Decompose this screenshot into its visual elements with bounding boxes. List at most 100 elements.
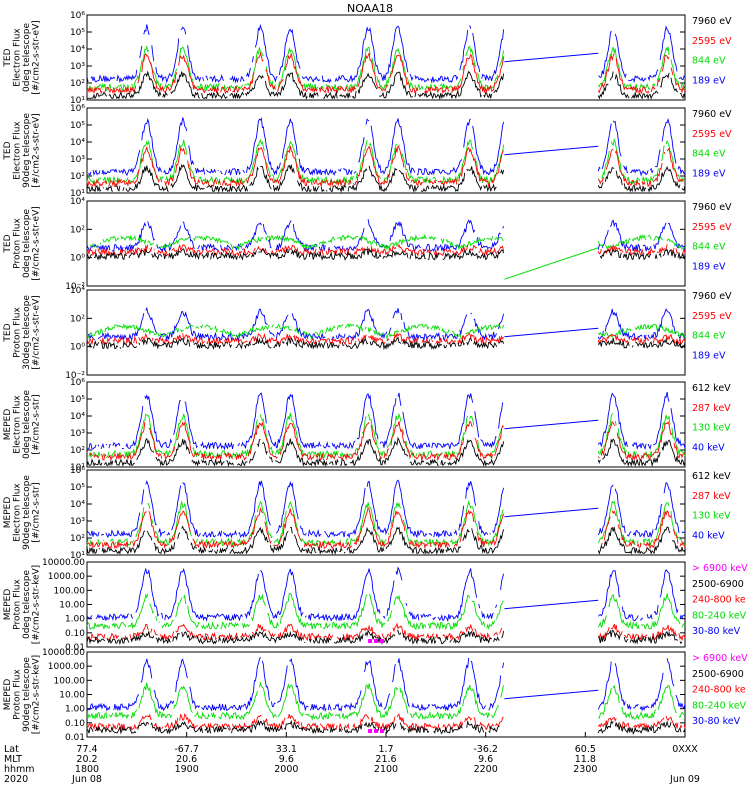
series-line-green — [86, 45, 686, 93]
y-tick-label: 10⁰ — [70, 254, 85, 264]
y-tick-label: 10⁶ — [70, 11, 85, 21]
series-green — [86, 681, 686, 721]
y-axis-label-line: Proton Flux — [13, 307, 23, 358]
y-axis-label: MEPEDProton Flux0deg telescope[#/cm2-s-s… — [3, 565, 42, 644]
series-line-red — [89, 421, 686, 462]
y-tick-label: 10¹ — [70, 96, 85, 106]
x-tick-label: 33.1 — [276, 744, 297, 755]
panel-6: 10¹ 10² 10³ 10⁴ 10⁵ 10⁶ MEPEDElectron Flux90de… — [3, 466, 731, 561]
y-tick-label: 10⁰ — [70, 343, 85, 353]
series-red — [86, 243, 686, 257]
series-blue — [86, 656, 686, 713]
x-tick-label: -67.7 — [174, 744, 199, 755]
series-line-red — [86, 506, 686, 550]
x-tick-label: 11.8 — [575, 754, 596, 765]
series-line-black — [86, 247, 686, 261]
y-axis-label-line: [#/cm2-s-str-keV] — [32, 655, 42, 734]
panel-3: 10⁻² 10⁰ 10² 10⁴ TEDProton Flux0deg telescop… — [3, 197, 732, 292]
y-tick-label: 10⁶ — [70, 466, 85, 476]
y-axis-label-line: TED — [3, 234, 13, 253]
y-axis-label-line: [#/cm2-s-str-eV] — [32, 113, 42, 188]
legend-entry: 844 eV — [692, 331, 726, 342]
chart-title: NOAA18 — [347, 2, 393, 15]
y-axis-label: TEDElectron Flux90deg telescope[#/cm2-s-… — [3, 113, 42, 188]
y-axis-label-line: [#/cm2-s-str] — [32, 482, 42, 542]
y-axis-label-line: TED — [3, 48, 13, 67]
series-black — [87, 70, 686, 101]
y-tick-label: 10⁶ — [70, 104, 85, 114]
y-axis-label-line: MEPED — [3, 679, 13, 711]
legend-entry: 240-800 ke — [692, 595, 746, 606]
y-tick-label: 10⁵ — [70, 121, 85, 131]
y-tick-label: 0.10 — [65, 719, 85, 729]
legend-entry: 2500-6900 — [692, 579, 744, 590]
legend-entry: 80-240 keV — [692, 700, 747, 711]
series-red — [86, 51, 686, 95]
series-black — [86, 247, 686, 261]
series-black — [86, 436, 686, 468]
gap-interpolation-line — [504, 52, 599, 63]
legend-entry: 130 keV — [692, 423, 731, 434]
y-tick-label: 10.00 — [59, 691, 85, 701]
legend-entry: 40 keV — [692, 442, 725, 453]
series-line-blue — [86, 656, 686, 713]
series-black — [86, 525, 686, 555]
x-tick-label: Jun 09 — [669, 774, 700, 785]
legend-entry: 2500-6900 — [692, 669, 744, 680]
x-row-label: 2020 — [4, 774, 28, 785]
y-tick-label: 10⁴ — [70, 45, 85, 55]
legend-entry: 189 eV — [692, 350, 726, 361]
y-tick-label: 10⁶ — [70, 378, 85, 388]
y-tick-label: 0.01 — [65, 733, 85, 743]
y-axis-label-line: 90deg telescope — [22, 475, 32, 550]
series-line-green — [86, 681, 686, 721]
y-tick-label: 1.00 — [65, 705, 85, 715]
y-axis-label-line: 90deg telescope — [22, 657, 32, 732]
y-axis-label-line: MEPED — [3, 589, 13, 621]
series-green — [86, 233, 686, 251]
series-green — [86, 592, 686, 631]
y-axis-label: MEPEDElectron Flux90deg telescope[#/cm2-… — [3, 475, 42, 550]
y-tick-label: 10³ — [70, 155, 85, 165]
y-axis-label-line: Proton Flux — [13, 669, 23, 720]
x-tick-label: 20.2 — [76, 754, 97, 765]
y-axis-label: MEPEDProton Flux90deg telescope[#/cm2-s-… — [3, 655, 42, 734]
y-axis-label-line: Electron Flux — [13, 28, 23, 87]
y-axis-label-line: 0deg telescope — [22, 390, 32, 460]
x-tick-label: 9.6 — [478, 754, 493, 765]
y-tick-label: 100.00 — [54, 676, 86, 686]
y-tick-label: 0.10 — [65, 629, 85, 639]
x-tick-label: Jun 08 — [71, 774, 102, 785]
x-row-label: MLT — [4, 754, 22, 765]
series-black — [86, 719, 686, 735]
y-tick-label: 1.00 — [65, 615, 85, 625]
y-tick-label: 10000.00 — [42, 648, 85, 658]
y-axis-label-line: Proton Flux — [13, 579, 23, 630]
x-tick-label: 0XXX — [672, 744, 698, 755]
y-tick-label: 10⁴ — [70, 412, 85, 422]
legend-entry: 287 keV — [692, 491, 731, 502]
series-line-red — [86, 51, 686, 95]
x-tick-label: 21.6 — [375, 754, 396, 765]
panel-frame — [86, 381, 686, 468]
series-line-red — [86, 713, 686, 732]
legend-entry: 30-80 keV — [692, 716, 741, 727]
y-axis-label-line: 30deg telescope — [22, 295, 32, 370]
panel-4: 10⁻² 10⁰ 10² 10⁴ TEDProton Flux30deg telesco… — [3, 286, 732, 381]
series-red — [89, 421, 686, 462]
y-tick-label: 10⁵ — [70, 28, 85, 38]
x-tick-label: 2000 — [274, 764, 298, 775]
y-axis-label-line: 90deg telescope — [22, 113, 32, 188]
series-green — [86, 45, 686, 93]
legend-entry: 240-800 ke — [692, 685, 746, 696]
y-tick-label: 10000.00 — [42, 558, 85, 568]
series-line-blue — [86, 566, 686, 623]
y-axis-label-line: 0deg telescope — [22, 209, 32, 279]
series-blue — [86, 23, 686, 84]
series-line-red — [86, 622, 686, 642]
legend-entry: 612 keV — [692, 471, 731, 482]
y-tick-label: 10¹ — [70, 463, 85, 473]
